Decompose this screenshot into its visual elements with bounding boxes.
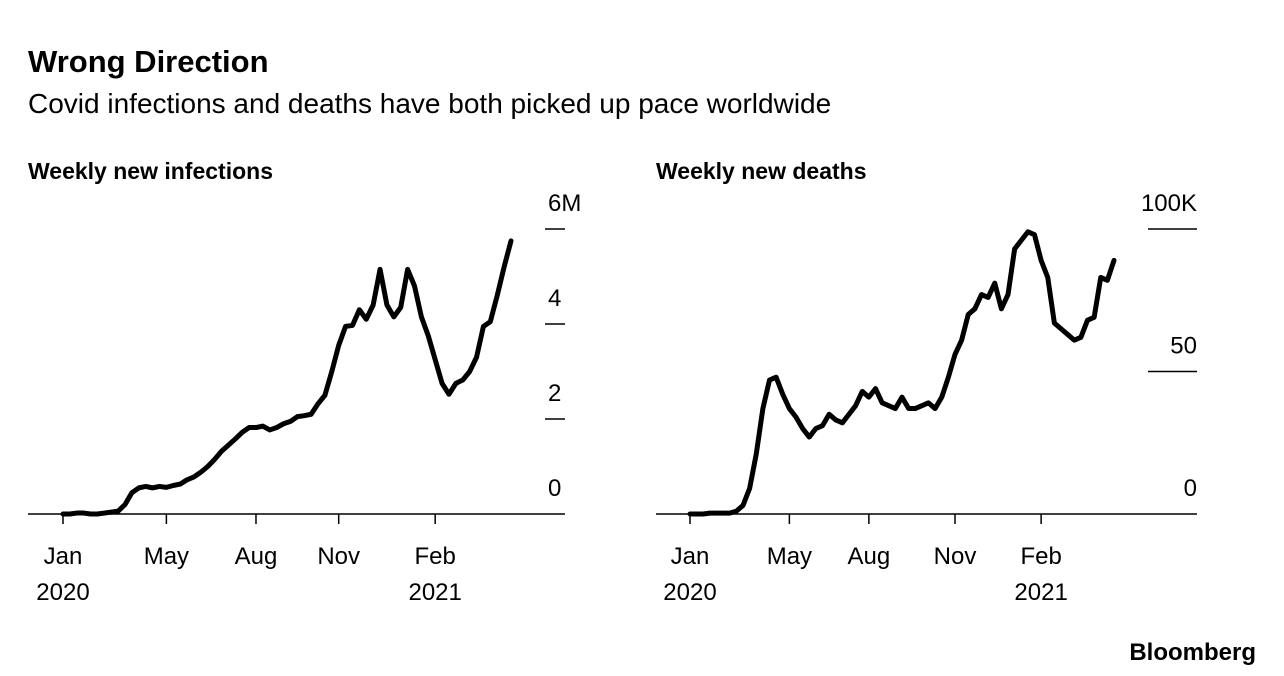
y-tick-label: 100K: [1141, 190, 1197, 217]
data-line: [60, 238, 514, 517]
y-tick-label: 0: [548, 475, 561, 502]
x-tick-label: Feb 2021: [1014, 543, 1067, 606]
y-tick-label: 0: [1184, 475, 1197, 502]
chart-title: Weekly new deaths: [656, 158, 867, 184]
page-subtitle: Covid infections and deaths have both pi…: [28, 88, 831, 119]
x-tick-label: Aug: [848, 543, 891, 570]
data-line: [687, 229, 1117, 517]
x-tick-label: Nov: [934, 543, 977, 570]
x-tick-label: Nov: [317, 543, 360, 570]
x-tick-label: May: [144, 543, 189, 570]
x-tick-label: Aug: [235, 543, 278, 570]
y-tick-label: 6M: [548, 190, 581, 217]
x-tick-label: Feb 2021: [408, 543, 461, 606]
x-tick-label: Jan 2020: [36, 543, 89, 606]
y-tick-label: 50: [1170, 333, 1197, 360]
x-tick-label: May: [767, 543, 812, 570]
y-tick-label: 4: [548, 285, 561, 312]
source: Bloomberg: [1129, 639, 1256, 666]
page-title: Wrong Direction: [28, 44, 269, 79]
chart-title: Weekly new infections: [28, 158, 273, 184]
y-tick-label: 2: [548, 380, 561, 407]
x-tick-label: Jan 2020: [663, 543, 716, 606]
